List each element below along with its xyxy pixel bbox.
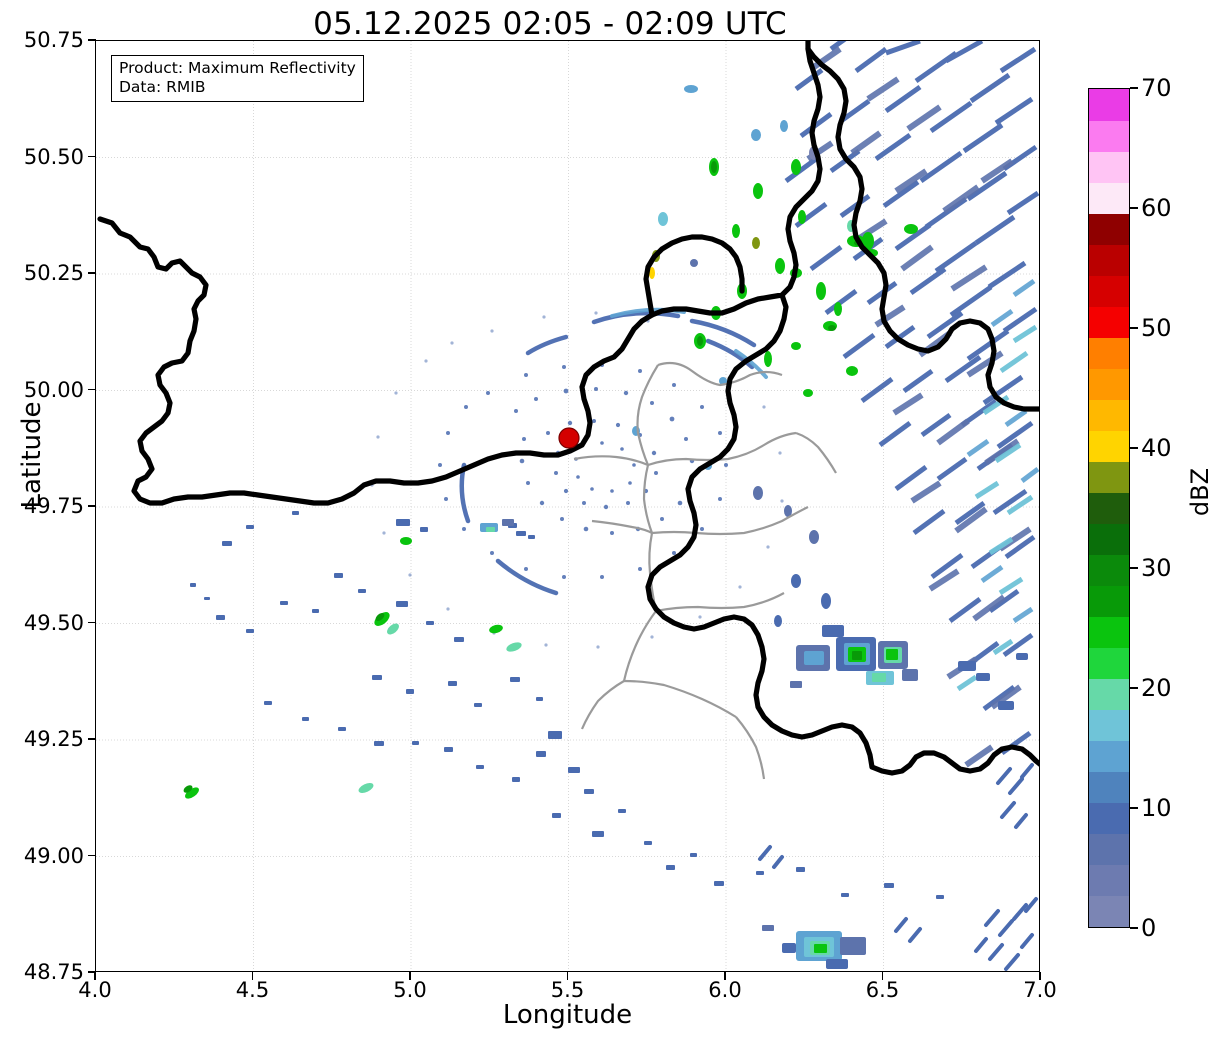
colorbar-tick-mark [1130, 447, 1138, 449]
colorbar-tick-mark [1130, 567, 1138, 569]
ytick-mark [88, 971, 96, 973]
colorbar-tick-label: 60 [1141, 194, 1172, 222]
xtick-label: 4.5 [235, 978, 270, 1002]
colorbar-band [1089, 399, 1129, 431]
info-box: Product: Maximum Reflectivity Data: RMIB [111, 55, 364, 102]
colorbar-band [1089, 89, 1129, 121]
ytick-label: 49.50 [23, 610, 84, 635]
colorbar-band [1089, 275, 1129, 307]
colorbar-tick-mark [1130, 807, 1138, 809]
colorbar-band [1089, 895, 1129, 927]
colorbar-tick-mark [1130, 927, 1138, 929]
gridlines [96, 41, 1039, 971]
colorbar-band [1089, 554, 1129, 586]
colorbar-band [1089, 864, 1129, 896]
colorbar-band [1089, 337, 1129, 369]
ytick-label: 49.25 [23, 727, 84, 751]
colorbar-band [1089, 833, 1129, 865]
radar-site-marker [558, 427, 580, 449]
xtick-mark [566, 972, 569, 980]
colorbar-band [1089, 430, 1129, 462]
colorbar-band [1089, 244, 1129, 276]
colorbar-band [1089, 492, 1129, 524]
colorbar-tick-label: 20 [1141, 674, 1172, 702]
colorbar-ticks: 70 60 50 40 30 20 10 0 [1130, 0, 1219, 1040]
radar-map-svg [96, 41, 1039, 971]
xtick-mark [881, 972, 884, 980]
xtick-mark [94, 972, 96, 980]
colorbar-band [1089, 802, 1129, 834]
xtick-label: 7.0 [1023, 978, 1057, 1002]
colorbar [1088, 88, 1130, 928]
ytick-label: 49.75 [23, 494, 84, 518]
colorbar-band [1089, 151, 1129, 183]
xtick-mark [1039, 972, 1041, 980]
colorbar-band [1089, 461, 1129, 493]
colorbar-band [1089, 213, 1129, 245]
ytick-label: 49.00 [23, 843, 84, 868]
ytick-label: 50.50 [23, 144, 84, 169]
info-product-line: Product: Maximum Reflectivity [119, 59, 356, 77]
xtick-mark [724, 972, 726, 980]
ytick-label: 50.75 [23, 28, 84, 52]
region-boundaries [573, 361, 837, 780]
colorbar-band [1089, 523, 1129, 555]
ytick-mark [88, 738, 96, 740]
colorbar-tick-mark [1130, 87, 1138, 89]
xtick-mark [251, 972, 254, 980]
colorbar-band [1089, 616, 1129, 648]
colorbar-tick-label: 30 [1141, 554, 1172, 582]
colorbar-tick-label: 0 [1141, 914, 1157, 942]
colorbar-band [1089, 771, 1129, 803]
xtick-label: 5.0 [393, 978, 427, 1002]
colorbar-tick-mark [1130, 687, 1138, 689]
radar-plot-area: Product: Maximum Reflectivity Data: RMIB [95, 40, 1040, 972]
x-axis-title: Longitude [502, 1000, 633, 1030]
xtick-label: 5.5 [550, 978, 585, 1002]
colorbar-band [1089, 709, 1129, 741]
xtick-label: 4.0 [78, 978, 112, 1002]
colorbar-band [1089, 120, 1129, 152]
colorbar-band [1089, 678, 1129, 710]
national-borders [97, 41, 1039, 776]
colorbar-band [1089, 306, 1129, 338]
ytick-mark [88, 155, 96, 158]
ytick-mark [88, 621, 96, 624]
latitude-axis: 50.75 50.50 50.25 50.00 49.75 49.50 49.25 49.00… [0, 0, 84, 1040]
ytick-mark [88, 39, 96, 41]
colorbar-band [1089, 647, 1129, 679]
colorbar-unit-label: dBZ [1186, 467, 1214, 517]
colorbar-tick-label: 70 [1141, 74, 1172, 102]
ytick-mark [88, 505, 96, 507]
colorbar-tick-label: 10 [1141, 794, 1172, 822]
xtick-mark [409, 972, 411, 980]
ytick-mark [88, 388, 96, 391]
colorbar-band [1089, 368, 1129, 400]
ytick-label: 48.75 [23, 960, 84, 984]
ytick-label: 50.00 [23, 377, 84, 402]
colorbar-tick-label: 50 [1141, 314, 1172, 342]
xtick-label: 6.0 [708, 978, 742, 1002]
colorbar-tick-mark [1130, 327, 1138, 329]
info-data-line: Data: RMIB [119, 77, 206, 96]
colorbar-band [1089, 585, 1129, 617]
colorbar-tick-label: 40 [1141, 434, 1172, 462]
colorbar-band [1089, 182, 1129, 214]
y-axis-title: Latitude [17, 401, 47, 509]
colorbar-tick-mark [1130, 207, 1138, 209]
colorbar-band [1089, 740, 1129, 772]
ytick-mark [88, 854, 96, 857]
page-title: 05.12.2025 02:05 - 02:09 UTC [313, 6, 787, 42]
xtick-label: 6.5 [865, 978, 900, 1002]
ytick-label: 50.25 [23, 261, 84, 285]
ytick-mark [88, 272, 96, 274]
